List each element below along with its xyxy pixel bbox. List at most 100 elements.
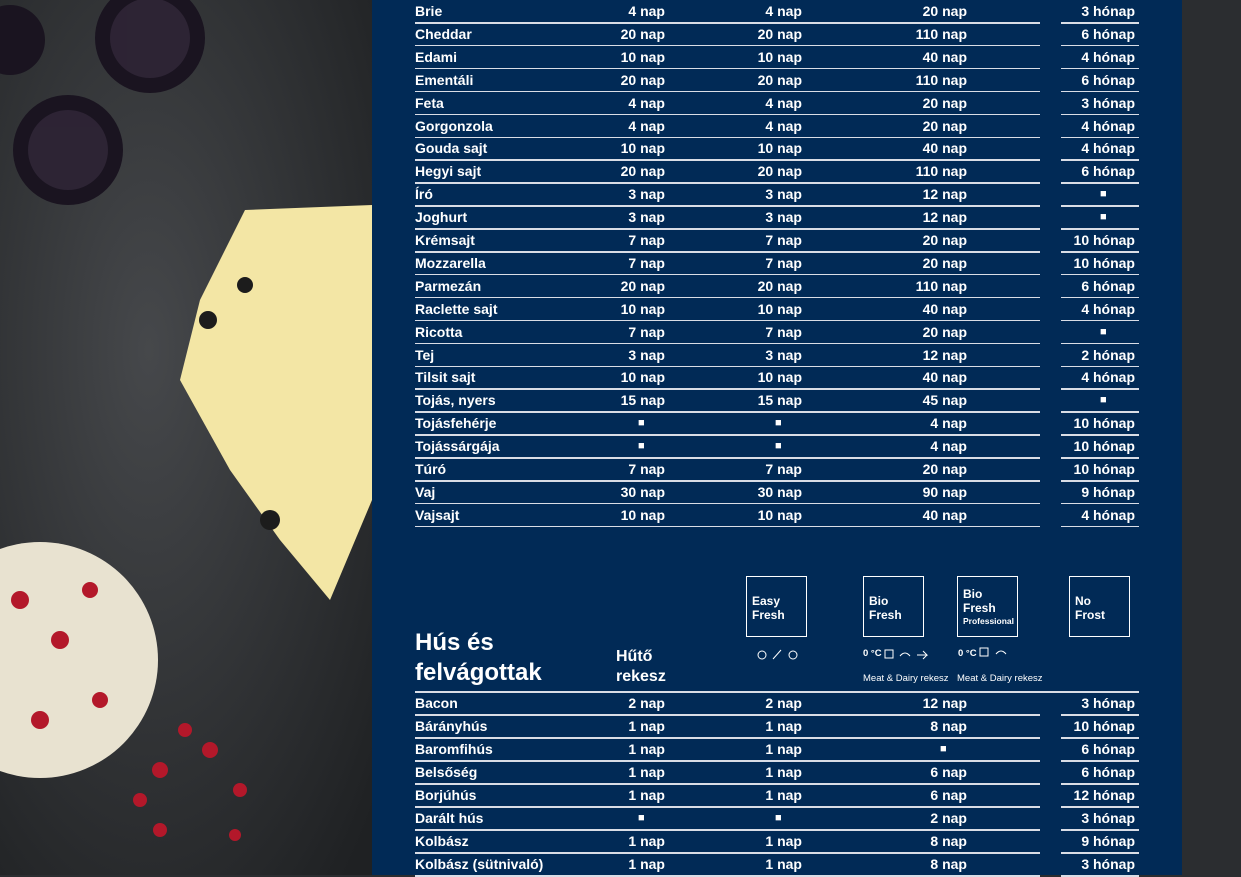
- cell: 6 hónap: [1081, 163, 1135, 180]
- cell: 40 nap: [922, 140, 967, 157]
- cell: 6 hónap: [1081, 277, 1135, 294]
- compartment-icon: No Frost: [1069, 576, 1130, 637]
- cell: 4 nap: [930, 438, 967, 455]
- row-rule: [1061, 388, 1139, 390]
- caption: Meat & Dairy rekesz: [863, 673, 949, 684]
- cell: 6 hónap: [1081, 25, 1135, 42]
- cell: 7 nap: [628, 254, 665, 271]
- cell: 6 hónap: [1081, 71, 1135, 88]
- row-rule: [415, 22, 1040, 24]
- row-rule: [415, 182, 1040, 184]
- row-label: Joghurt: [415, 209, 468, 226]
- cell: 2 nap: [628, 695, 665, 711]
- photo: [0, 0, 372, 875]
- cell: 20 nap: [757, 25, 802, 42]
- cell: 15 nap: [620, 392, 665, 409]
- row-rule: [1061, 457, 1139, 459]
- cell: 10 nap: [620, 48, 665, 65]
- row-rule: [1061, 273, 1139, 276]
- row-rule: [415, 714, 1040, 716]
- cell: 3 hónap: [1081, 695, 1135, 711]
- cell: 20 nap: [757, 71, 802, 88]
- cell: 12 nap: [922, 209, 967, 226]
- row-label: Baromfihús: [415, 741, 493, 757]
- compartment-icon: Bio Fresh: [863, 576, 924, 637]
- cell: 110 nap: [915, 163, 967, 180]
- row-rule: [1061, 760, 1139, 762]
- cell: 3 hónap: [1081, 810, 1135, 826]
- row-rule: [415, 525, 1040, 528]
- cell: ■: [940, 743, 947, 755]
- cell: 20 nap: [922, 254, 967, 271]
- row-rule: [415, 434, 1040, 436]
- row-rule: [1061, 22, 1139, 24]
- cell: 110 nap: [915, 25, 967, 42]
- cell: 110 nap: [915, 71, 967, 88]
- row-label: Tojássárgája: [415, 438, 500, 455]
- row-rule: [1061, 714, 1139, 716]
- cell: 4 nap: [628, 3, 665, 19]
- row-rule: [415, 502, 1040, 505]
- cell: 10 hónap: [1073, 415, 1135, 432]
- cell: 20 nap: [757, 163, 802, 180]
- cell: 20 nap: [922, 117, 967, 134]
- cell: 20 nap: [620, 25, 665, 42]
- row-label: Kolbász: [415, 833, 469, 849]
- row-label: Gorgonzola: [415, 117, 493, 134]
- row-label: Parmezán: [415, 277, 482, 294]
- row-label: Brie: [415, 3, 443, 19]
- row-label: Tojásfehérje: [415, 415, 497, 432]
- cell: 7 nap: [628, 323, 665, 340]
- cell: 3 nap: [765, 346, 802, 363]
- cell: ■: [1100, 211, 1107, 224]
- cell: 20 nap: [620, 163, 665, 180]
- section-title: Hús és felvágottak: [415, 629, 542, 686]
- column-header: Hűtő rekesz: [616, 648, 666, 685]
- row-label: Krémsajt: [415, 232, 475, 248]
- row-rule: [1061, 228, 1139, 230]
- cell: 4 hónap: [1081, 506, 1135, 523]
- cell: 1 nap: [765, 764, 802, 780]
- row-label: Bárányhús: [415, 718, 488, 734]
- cell: 40 nap: [922, 506, 967, 523]
- cell: 3 hónap: [1081, 856, 1135, 872]
- row-label: Túró: [415, 461, 447, 477]
- cell: 4 hónap: [1081, 300, 1135, 317]
- compartment-label: Bio Fresh: [963, 587, 996, 615]
- cell: ■: [1100, 188, 1107, 201]
- row-label: Belsőség: [415, 764, 478, 780]
- cell: 10 nap: [757, 48, 802, 65]
- row-rule: [415, 457, 1040, 459]
- row-rule: [1061, 205, 1139, 207]
- cell: 10 hónap: [1073, 438, 1135, 455]
- row-label: Feta: [415, 94, 444, 111]
- row-label: Gouda sajt: [415, 140, 488, 157]
- row-label: Borjúhús: [415, 787, 477, 803]
- row-rule: [415, 342, 1040, 345]
- row-label: Tilsit sajt: [415, 369, 476, 386]
- cell: 3 nap: [765, 209, 802, 226]
- cell: 10 nap: [620, 506, 665, 523]
- row-rule: [1061, 319, 1139, 322]
- cell: 4 nap: [765, 94, 802, 111]
- row-rule: [1061, 296, 1139, 299]
- row-rule: [1061, 875, 1139, 877]
- row-rule: [415, 411, 1040, 413]
- cell: 4 nap: [628, 94, 665, 111]
- cell: 12 nap: [922, 346, 967, 363]
- cell: 30 nap: [620, 483, 665, 500]
- row-rule: [1061, 502, 1139, 505]
- cell: 20 nap: [922, 232, 967, 248]
- cell: 6 hónap: [1081, 764, 1135, 780]
- compartment-label: No Frost: [1075, 594, 1105, 622]
- cell: ■: [638, 440, 645, 453]
- cell: 8 nap: [930, 833, 967, 849]
- cell: 15 nap: [757, 392, 802, 409]
- cell: 4 nap: [628, 117, 665, 134]
- cell: 4 nap: [765, 3, 802, 19]
- cell: 20 nap: [922, 94, 967, 111]
- cell: 1 nap: [628, 856, 665, 872]
- row-rule: [415, 783, 1040, 785]
- cell: 40 nap: [922, 369, 967, 386]
- row-rule: [1061, 525, 1139, 528]
